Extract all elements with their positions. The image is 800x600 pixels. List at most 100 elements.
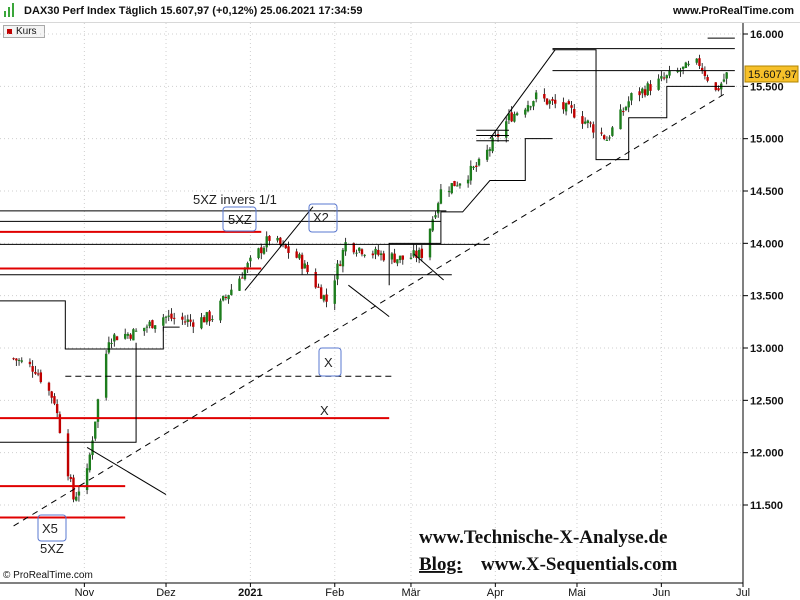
diagonal-line bbox=[413, 253, 444, 281]
candle-body bbox=[627, 101, 630, 108]
candle-body bbox=[200, 317, 203, 329]
candle-body bbox=[630, 93, 633, 101]
brand-link[interactable]: www.ProRealTime.com bbox=[672, 5, 794, 17]
candle-body bbox=[341, 249, 345, 267]
candle-body bbox=[589, 122, 592, 124]
label-5xz-top: 5XZ bbox=[228, 212, 252, 227]
candle-body bbox=[39, 372, 43, 383]
candle-body bbox=[172, 317, 176, 319]
candle-body bbox=[524, 109, 527, 115]
x-tick-label: Mär bbox=[401, 587, 420, 599]
candle-body bbox=[322, 295, 326, 301]
candle-body bbox=[660, 76, 663, 79]
candle-body bbox=[20, 360, 23, 362]
candle-body bbox=[567, 101, 571, 105]
candle-body bbox=[211, 319, 214, 321]
candle-body bbox=[162, 317, 165, 326]
x-tick-label: Nov bbox=[75, 587, 95, 599]
blog-prefix: Blog: bbox=[419, 554, 462, 575]
candle-body bbox=[129, 334, 132, 339]
candle-body bbox=[409, 257, 413, 259]
candle-body bbox=[300, 254, 304, 269]
y-tick-label: 12.500 bbox=[750, 395, 784, 407]
candle-body bbox=[96, 399, 100, 422]
candle-body bbox=[554, 99, 557, 104]
candle-body bbox=[472, 166, 475, 168]
candle-body bbox=[570, 105, 573, 108]
candle-body bbox=[592, 124, 595, 133]
website-text: www.Technische-X-Analyse.de bbox=[419, 527, 667, 548]
series-legend[interactable]: Kurs bbox=[3, 25, 45, 38]
candle-body bbox=[189, 319, 192, 322]
candle-body bbox=[431, 219, 434, 231]
y-tick-label: 13.500 bbox=[750, 291, 784, 303]
candle-body bbox=[145, 326, 149, 328]
candle-body bbox=[363, 254, 366, 256]
candle-body bbox=[303, 263, 307, 269]
candle-body bbox=[186, 319, 189, 322]
candle-body bbox=[475, 165, 478, 168]
candle-body bbox=[717, 88, 720, 91]
candle-body bbox=[439, 189, 443, 204]
candle-body bbox=[344, 242, 347, 252]
candle-body bbox=[420, 248, 424, 258]
candle-body bbox=[545, 98, 549, 105]
candle-body bbox=[505, 121, 508, 138]
candle-body bbox=[295, 251, 298, 258]
candle-body bbox=[469, 165, 473, 181]
candle-body bbox=[646, 83, 649, 96]
candle-body bbox=[15, 358, 18, 361]
candle-body bbox=[34, 371, 37, 374]
candle-body bbox=[352, 243, 356, 253]
label-x-boxed: X bbox=[324, 355, 333, 370]
candle-body bbox=[725, 72, 728, 79]
candle-body bbox=[221, 295, 225, 301]
candle-body bbox=[249, 257, 252, 262]
candle-body bbox=[622, 111, 625, 113]
candle-body bbox=[600, 132, 603, 134]
candle-body bbox=[665, 75, 668, 79]
candle-body bbox=[393, 253, 396, 263]
x-tick-label: 2021 bbox=[238, 587, 262, 599]
candles bbox=[12, 54, 728, 503]
candle-body bbox=[88, 454, 92, 471]
candle-body bbox=[417, 249, 421, 259]
candle-body bbox=[284, 244, 287, 249]
stepped-frame bbox=[0, 300, 180, 350]
candle-body bbox=[543, 94, 546, 99]
label-x-plain: X bbox=[320, 403, 329, 418]
diagonal-line bbox=[86, 447, 167, 495]
candle-body bbox=[513, 113, 516, 122]
candle-body bbox=[319, 287, 323, 299]
candle-body bbox=[379, 253, 383, 256]
candle-body bbox=[611, 127, 614, 136]
candle-body bbox=[260, 247, 263, 254]
candle-body bbox=[132, 329, 135, 341]
candle-body bbox=[722, 79, 726, 82]
price-tag: 15.607,97 bbox=[748, 69, 797, 81]
candle-body bbox=[551, 99, 554, 101]
candle-body bbox=[224, 296, 228, 298]
candle-body bbox=[243, 269, 247, 280]
x-tick-label: Dez bbox=[156, 587, 176, 599]
annotations: 5XZ invers 1/1 5XZ X2 X X X5 5XZ www.Tec… bbox=[3, 65, 799, 581]
candle-body bbox=[205, 312, 209, 323]
candle-body bbox=[262, 247, 266, 254]
candle-body bbox=[238, 278, 241, 291]
candle-body bbox=[94, 421, 97, 439]
candle-body bbox=[526, 105, 530, 112]
candle-body bbox=[695, 58, 698, 63]
candle-body bbox=[358, 247, 361, 251]
bars-icon bbox=[4, 3, 16, 17]
candle-body bbox=[491, 137, 494, 152]
candle-body bbox=[31, 366, 34, 372]
candle-body bbox=[107, 342, 111, 353]
candle-body bbox=[246, 263, 249, 270]
candle-body bbox=[382, 253, 385, 261]
candle-body bbox=[72, 477, 75, 500]
y-tick-label: 15.500 bbox=[750, 81, 784, 93]
candle-body bbox=[398, 255, 402, 261]
candle-body bbox=[265, 236, 268, 248]
candle-body bbox=[515, 113, 519, 115]
